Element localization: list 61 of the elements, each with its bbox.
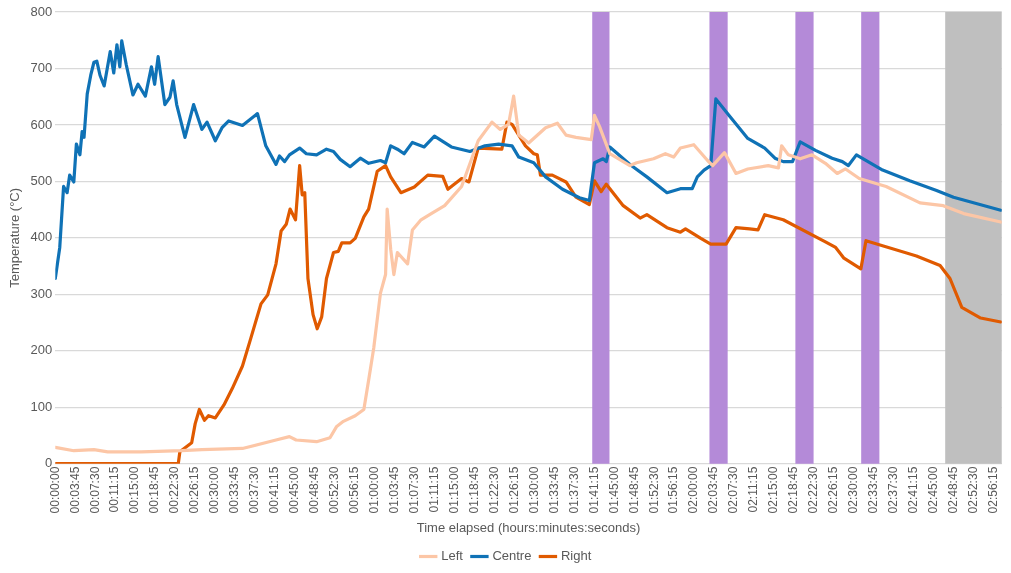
x-tick-label: 02:22:30 [806, 466, 821, 514]
x-tick-label: 01:30:00 [526, 466, 541, 514]
x-tick-label: 00:48:45 [307, 466, 322, 514]
x-tick-label: 02:33:45 [866, 466, 881, 514]
y-tick-label: 200 [30, 342, 53, 358]
y-tick-label: 100 [30, 398, 53, 414]
x-tick-label: 02:45:00 [926, 466, 940, 514]
x-tick-label: 02:26:15 [826, 466, 841, 514]
x-tick-label: 01:56:15 [666, 466, 681, 514]
y-tick-label: 700 [30, 60, 53, 76]
x-tick-label: 02:18:45 [786, 466, 801, 514]
x-axis-title: Time elapsed (hours:minutes:seconds) [416, 519, 641, 535]
x-tick-label: 00:03:45 [67, 466, 82, 514]
x-tick-label: 00:45:00 [287, 466, 302, 514]
x-tick-label: 02:52:30 [965, 466, 980, 514]
x-tick-label: 02:15:00 [766, 466, 781, 514]
x-tick-label: 00:52:30 [327, 466, 342, 514]
x-tick-label: 00:22:30 [167, 466, 182, 514]
x-tick-label: 00:00:00 [47, 466, 62, 514]
x-tick-label: 01:48:45 [626, 466, 641, 514]
y-tick-label: 400 [30, 229, 53, 245]
x-tick-label: 01:41:15 [586, 466, 601, 514]
x-tick-label: 00:56:15 [347, 466, 362, 514]
x-tick-label: 00:33:45 [227, 466, 242, 514]
x-tick-label: 00:07:30 [87, 466, 102, 514]
x-tick-label: 00:41:15 [267, 466, 282, 514]
x-tick-label: 02:11:15 [746, 466, 761, 513]
x-tick-label: 01:15:00 [446, 466, 461, 514]
x-tick-label: 00:11:15 [107, 466, 122, 513]
x-tick-label: 01:45:00 [606, 466, 621, 514]
x-tick-label: 01:11:15 [426, 466, 441, 513]
x-tick-label: 02:03:45 [706, 466, 721, 514]
x-tick-label: 01:03:45 [386, 466, 401, 514]
legend-label: Right [560, 548, 592, 564]
x-tick-label: 00:30:00 [207, 466, 222, 514]
x-tick-label: 00:15:00 [127, 466, 142, 514]
x-tick-label: 01:26:15 [506, 466, 521, 514]
y-axis-title: Temperature (°C) [7, 187, 23, 288]
x-tick-label: 02:30:00 [846, 466, 861, 514]
y-tick-label: 600 [30, 116, 53, 132]
x-tick-label: 00:26:15 [187, 466, 202, 514]
legend-label: Left [441, 548, 464, 564]
x-tick-label: 02:07:30 [726, 466, 741, 514]
x-tick-label: 01:18:45 [466, 466, 481, 514]
x-tick-label: 02:00:00 [686, 466, 701, 514]
x-tick-label: 02:37:30 [886, 466, 901, 514]
y-tick-label: 300 [30, 285, 53, 301]
y-tick-label: 500 [30, 172, 53, 188]
legend-label: Centre [492, 548, 532, 564]
x-tick-label: 01:00:00 [367, 466, 382, 514]
x-tick-label: 01:37:30 [566, 466, 581, 514]
x-tick-label: 00:37:30 [247, 466, 262, 514]
y-tick-label: 800 [30, 3, 53, 19]
x-tick-label: 02:48:45 [945, 466, 960, 514]
x-tick-label: 00:18:45 [147, 466, 162, 514]
x-tick-label: 02:56:15 [985, 466, 1000, 514]
x-tick-label: 01:33:45 [546, 466, 561, 514]
x-tick-label: 01:22:30 [486, 466, 501, 514]
x-tick-label: 01:07:30 [406, 466, 421, 514]
x-tick-label: 02:41:15 [906, 466, 921, 514]
x-tick-label: 01:52:30 [646, 466, 661, 514]
